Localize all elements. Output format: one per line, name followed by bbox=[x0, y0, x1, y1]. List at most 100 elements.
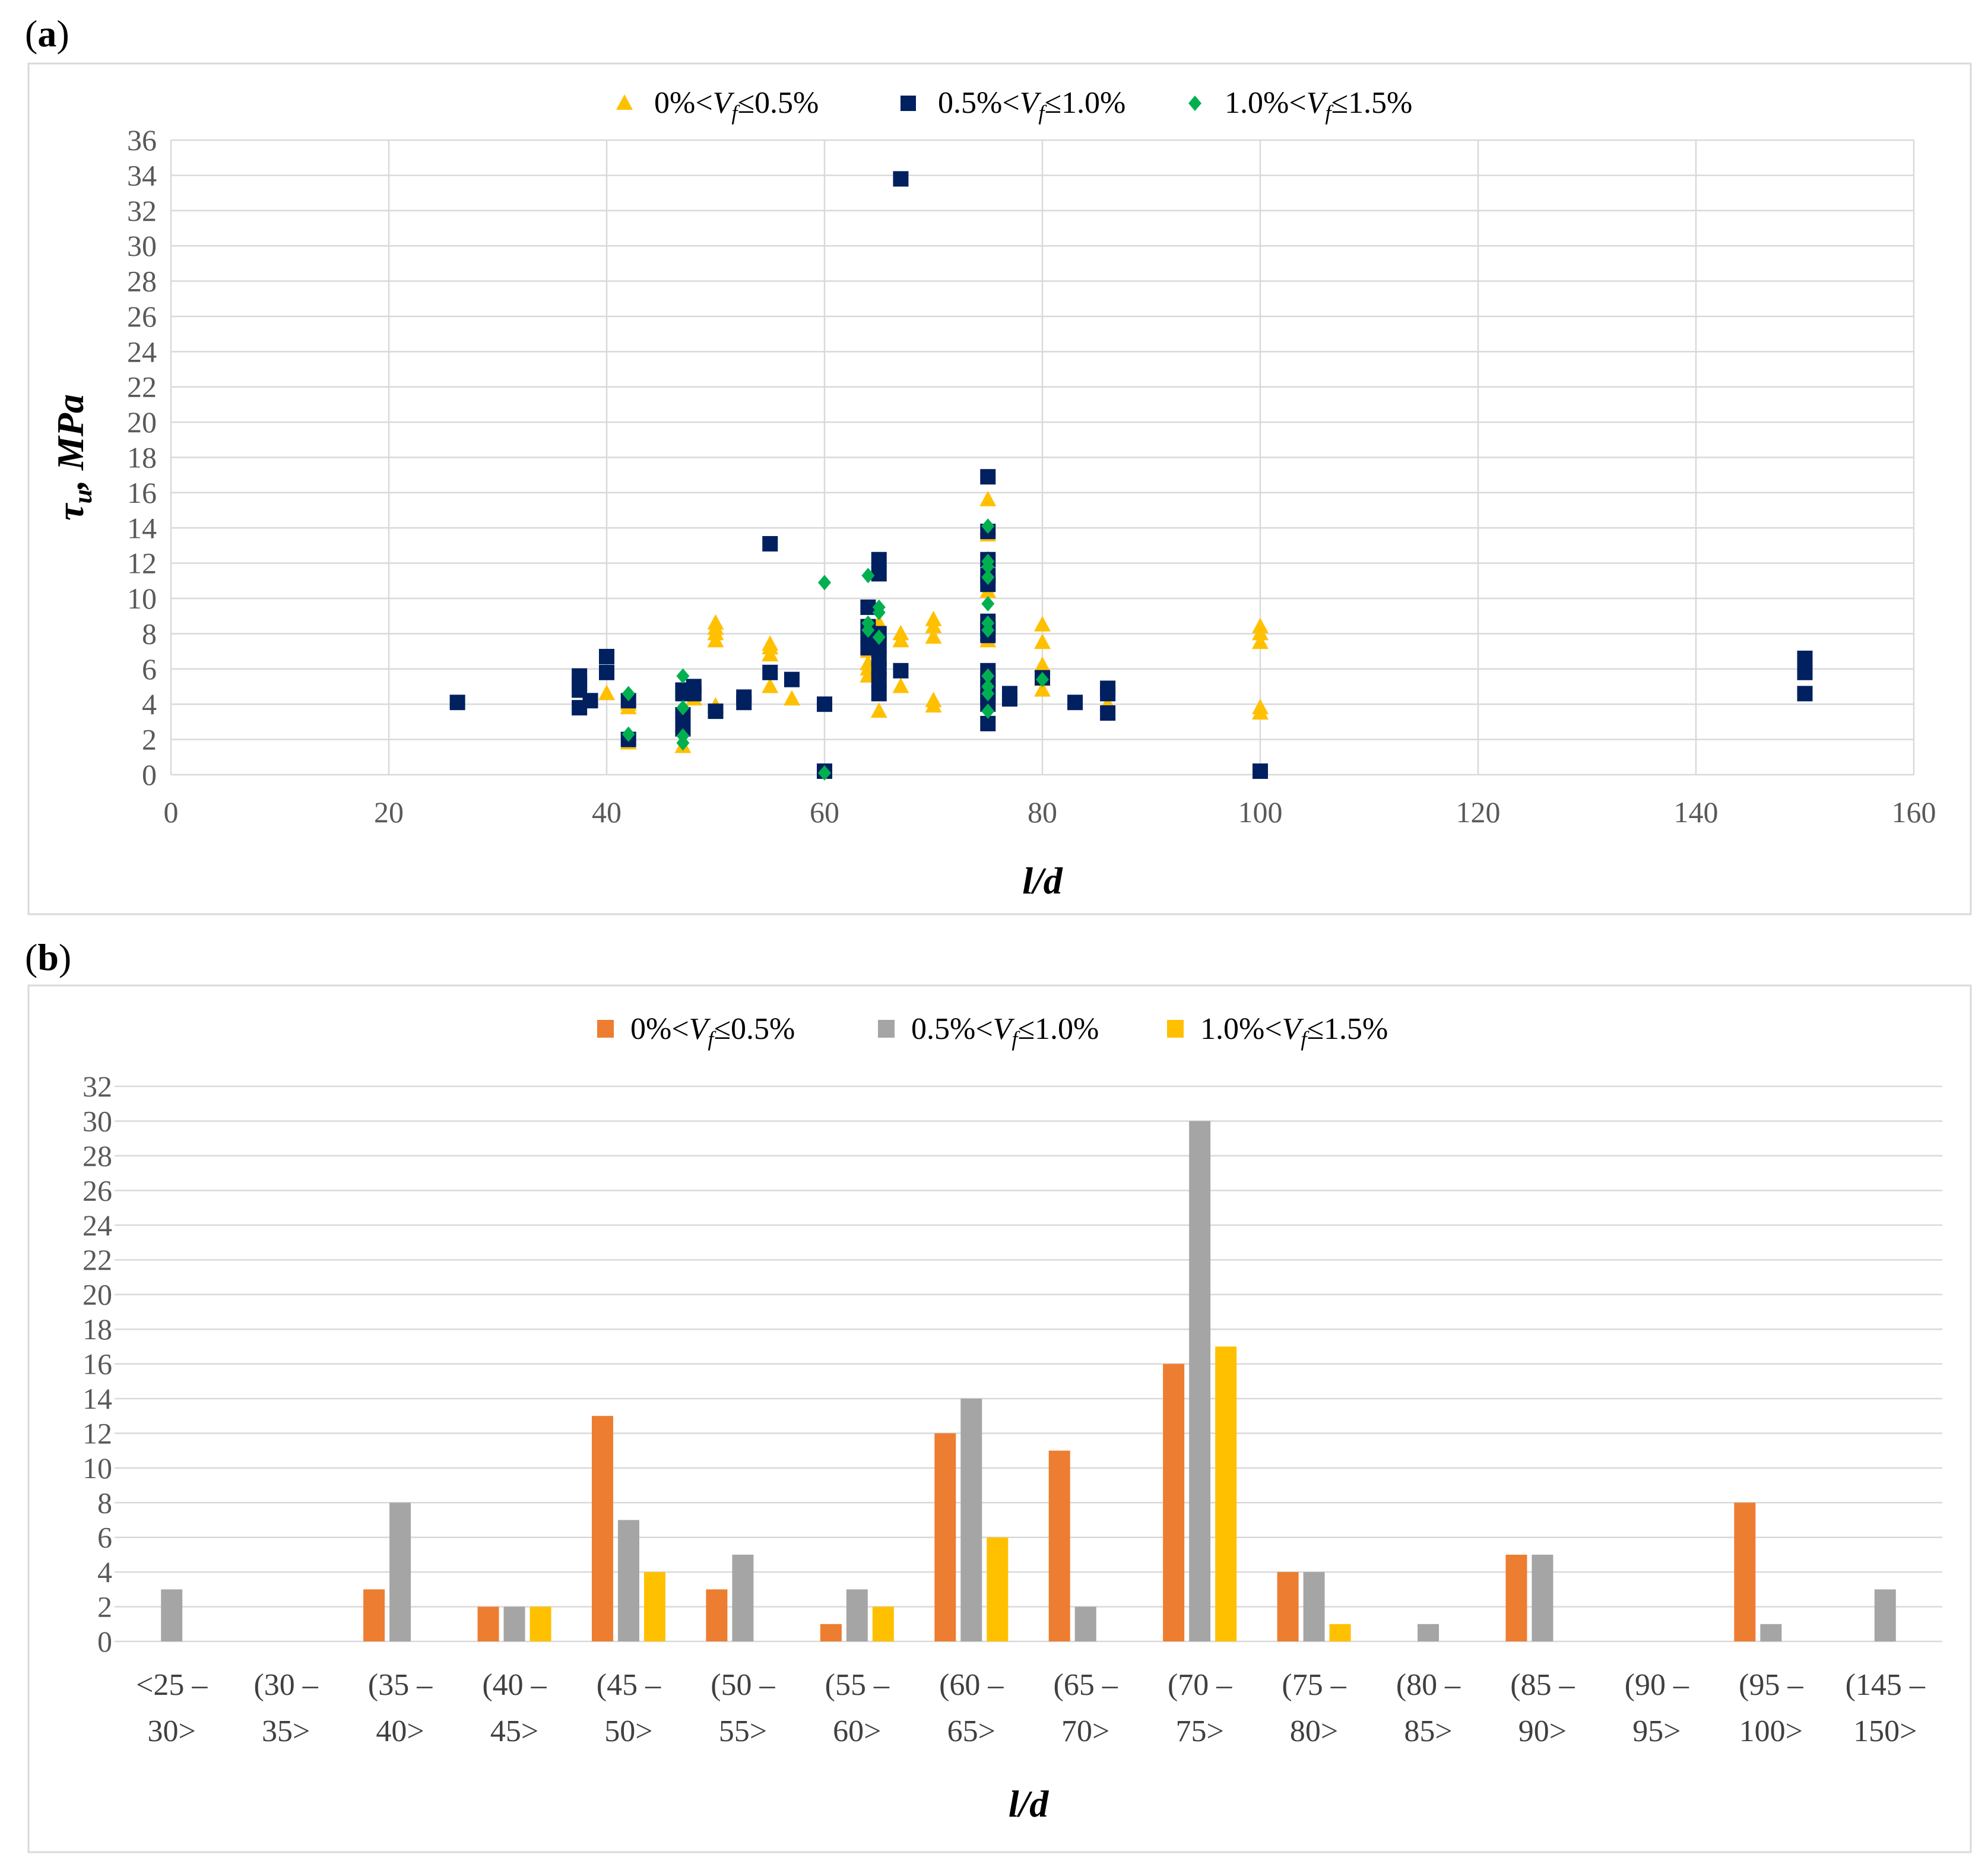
legend-label-var: V bbox=[1020, 86, 1042, 120]
legend-label-post: ≤1.0% bbox=[1017, 1012, 1099, 1046]
x-tick-line-2: 90> bbox=[1518, 1714, 1567, 1748]
legend-label-var: V bbox=[1307, 86, 1328, 120]
data-point bbox=[872, 629, 886, 645]
x-tick-label: (30 – 35> bbox=[253, 1668, 318, 1748]
bar bbox=[503, 1606, 525, 1641]
data-point bbox=[871, 686, 887, 702]
y-tick-label: 10 bbox=[127, 582, 157, 615]
data-point bbox=[1034, 681, 1051, 697]
data-point bbox=[871, 551, 887, 568]
data-point bbox=[981, 615, 995, 631]
data-point bbox=[1034, 616, 1051, 632]
x-tick-line-2: 60> bbox=[833, 1714, 881, 1748]
x-tick-line-1: (80 – bbox=[1396, 1668, 1461, 1702]
legend-label-pre: 0%< bbox=[654, 86, 713, 120]
y-tick-label: 2 bbox=[142, 723, 157, 756]
x-tick-line-2: 50> bbox=[604, 1714, 652, 1748]
x-tick-line-1: (145 – bbox=[1846, 1668, 1926, 1702]
x-tick-label: 60 bbox=[810, 795, 839, 829]
y-tick-label: 8 bbox=[142, 617, 157, 650]
y-tick-label: 14 bbox=[83, 1382, 112, 1415]
data-point bbox=[871, 651, 887, 667]
chart-b-frame bbox=[27, 984, 1972, 1853]
x-tick-line-1: (40 – bbox=[482, 1668, 547, 1702]
legend-swatch bbox=[1167, 1020, 1184, 1038]
y-tick-label: 2 bbox=[97, 1590, 112, 1624]
bar bbox=[389, 1503, 411, 1641]
x-tick-label: 160 bbox=[1892, 795, 1936, 829]
y-tick-label: 0 bbox=[97, 1625, 112, 1658]
x-tick-line-1: (85 – bbox=[1510, 1668, 1575, 1702]
data-point bbox=[817, 696, 832, 712]
legend-label-post: ≤1.5% bbox=[1331, 86, 1412, 120]
y-tick-label: 20 bbox=[83, 1278, 112, 1311]
x-tick-label: (85 – 90> bbox=[1510, 1668, 1575, 1748]
legend-label-pre: 1.0%< bbox=[1200, 1012, 1282, 1046]
data-point bbox=[1034, 633, 1051, 649]
data-point bbox=[981, 553, 995, 569]
y-axis-title-sub: u bbox=[68, 489, 97, 503]
y-tick-label: 22 bbox=[127, 370, 157, 404]
x-tick-line-2: 35> bbox=[262, 1714, 310, 1748]
x-tick-line-2: 30> bbox=[148, 1714, 196, 1748]
bar bbox=[846, 1589, 868, 1641]
bar bbox=[1277, 1572, 1299, 1641]
y-tick-label: 30 bbox=[127, 229, 157, 262]
legend-label-pre: 0.5%< bbox=[938, 86, 1020, 120]
bar bbox=[363, 1589, 385, 1641]
data-point bbox=[981, 518, 995, 534]
bar bbox=[1303, 1572, 1325, 1641]
bar bbox=[1505, 1554, 1527, 1641]
x-tick-label: (40 – 45> bbox=[482, 1668, 547, 1748]
data-point bbox=[1067, 695, 1083, 711]
legend-label: 1.0%<Vf≤1.5% bbox=[1200, 1012, 1388, 1051]
x-tick-label: (95 – 100> bbox=[1739, 1668, 1803, 1748]
data-point bbox=[925, 692, 942, 708]
x-tick-label: (80 – 85> bbox=[1396, 1668, 1461, 1748]
legend-label-var: V bbox=[993, 1012, 1015, 1046]
y-tick-label: 18 bbox=[127, 441, 157, 474]
bar bbox=[1163, 1364, 1185, 1641]
data-point bbox=[572, 668, 588, 684]
data-point bbox=[870, 702, 887, 718]
data-point bbox=[861, 568, 875, 584]
data-point bbox=[1252, 617, 1269, 633]
data-point bbox=[762, 536, 778, 552]
x-axis-title: l/d bbox=[1009, 1783, 1050, 1825]
data-point bbox=[1797, 651, 1813, 667]
legend-label: 1.0%<Vf≤1.5% bbox=[1225, 86, 1412, 125]
y-tick-label: 6 bbox=[97, 1521, 112, 1554]
data-point bbox=[676, 668, 690, 684]
bar bbox=[1532, 1554, 1553, 1641]
y-tick-label: 12 bbox=[83, 1416, 112, 1450]
data-point bbox=[784, 671, 800, 687]
y-tick-label: 6 bbox=[142, 652, 157, 686]
bar bbox=[1760, 1624, 1782, 1641]
data-point bbox=[892, 625, 909, 641]
x-tick-line-1: (35 – bbox=[368, 1668, 433, 1702]
bar bbox=[706, 1589, 728, 1641]
bar bbox=[1189, 1121, 1211, 1641]
data-point bbox=[872, 599, 886, 615]
x-tick-label: (75 – 80> bbox=[1282, 1668, 1346, 1748]
data-point bbox=[762, 677, 779, 693]
x-tick-label: (55 – 60> bbox=[825, 1668, 890, 1748]
x-tick-line-1: (65 – bbox=[1054, 1668, 1118, 1702]
y-tick-label: 12 bbox=[127, 547, 157, 580]
x-tick-label: 40 bbox=[592, 795, 622, 829]
x-tick-label: (45 – 50> bbox=[597, 1668, 661, 1748]
x-tick-line-1: (90 – bbox=[1625, 1668, 1689, 1702]
bar bbox=[1418, 1624, 1440, 1641]
data-point bbox=[1253, 763, 1268, 779]
data-point bbox=[599, 664, 614, 680]
legend-marker bbox=[616, 94, 633, 110]
y-tick-label: 4 bbox=[97, 1555, 112, 1589]
legend-label: 0%<Vf≤0.5% bbox=[630, 1012, 795, 1051]
x-tick-line-2: 150> bbox=[1853, 1714, 1917, 1748]
y-tick-label: 24 bbox=[83, 1209, 112, 1242]
data-point bbox=[1252, 633, 1269, 649]
y-axis-title: τu, MPa bbox=[49, 394, 97, 521]
chart-a-frame bbox=[27, 62, 1972, 915]
